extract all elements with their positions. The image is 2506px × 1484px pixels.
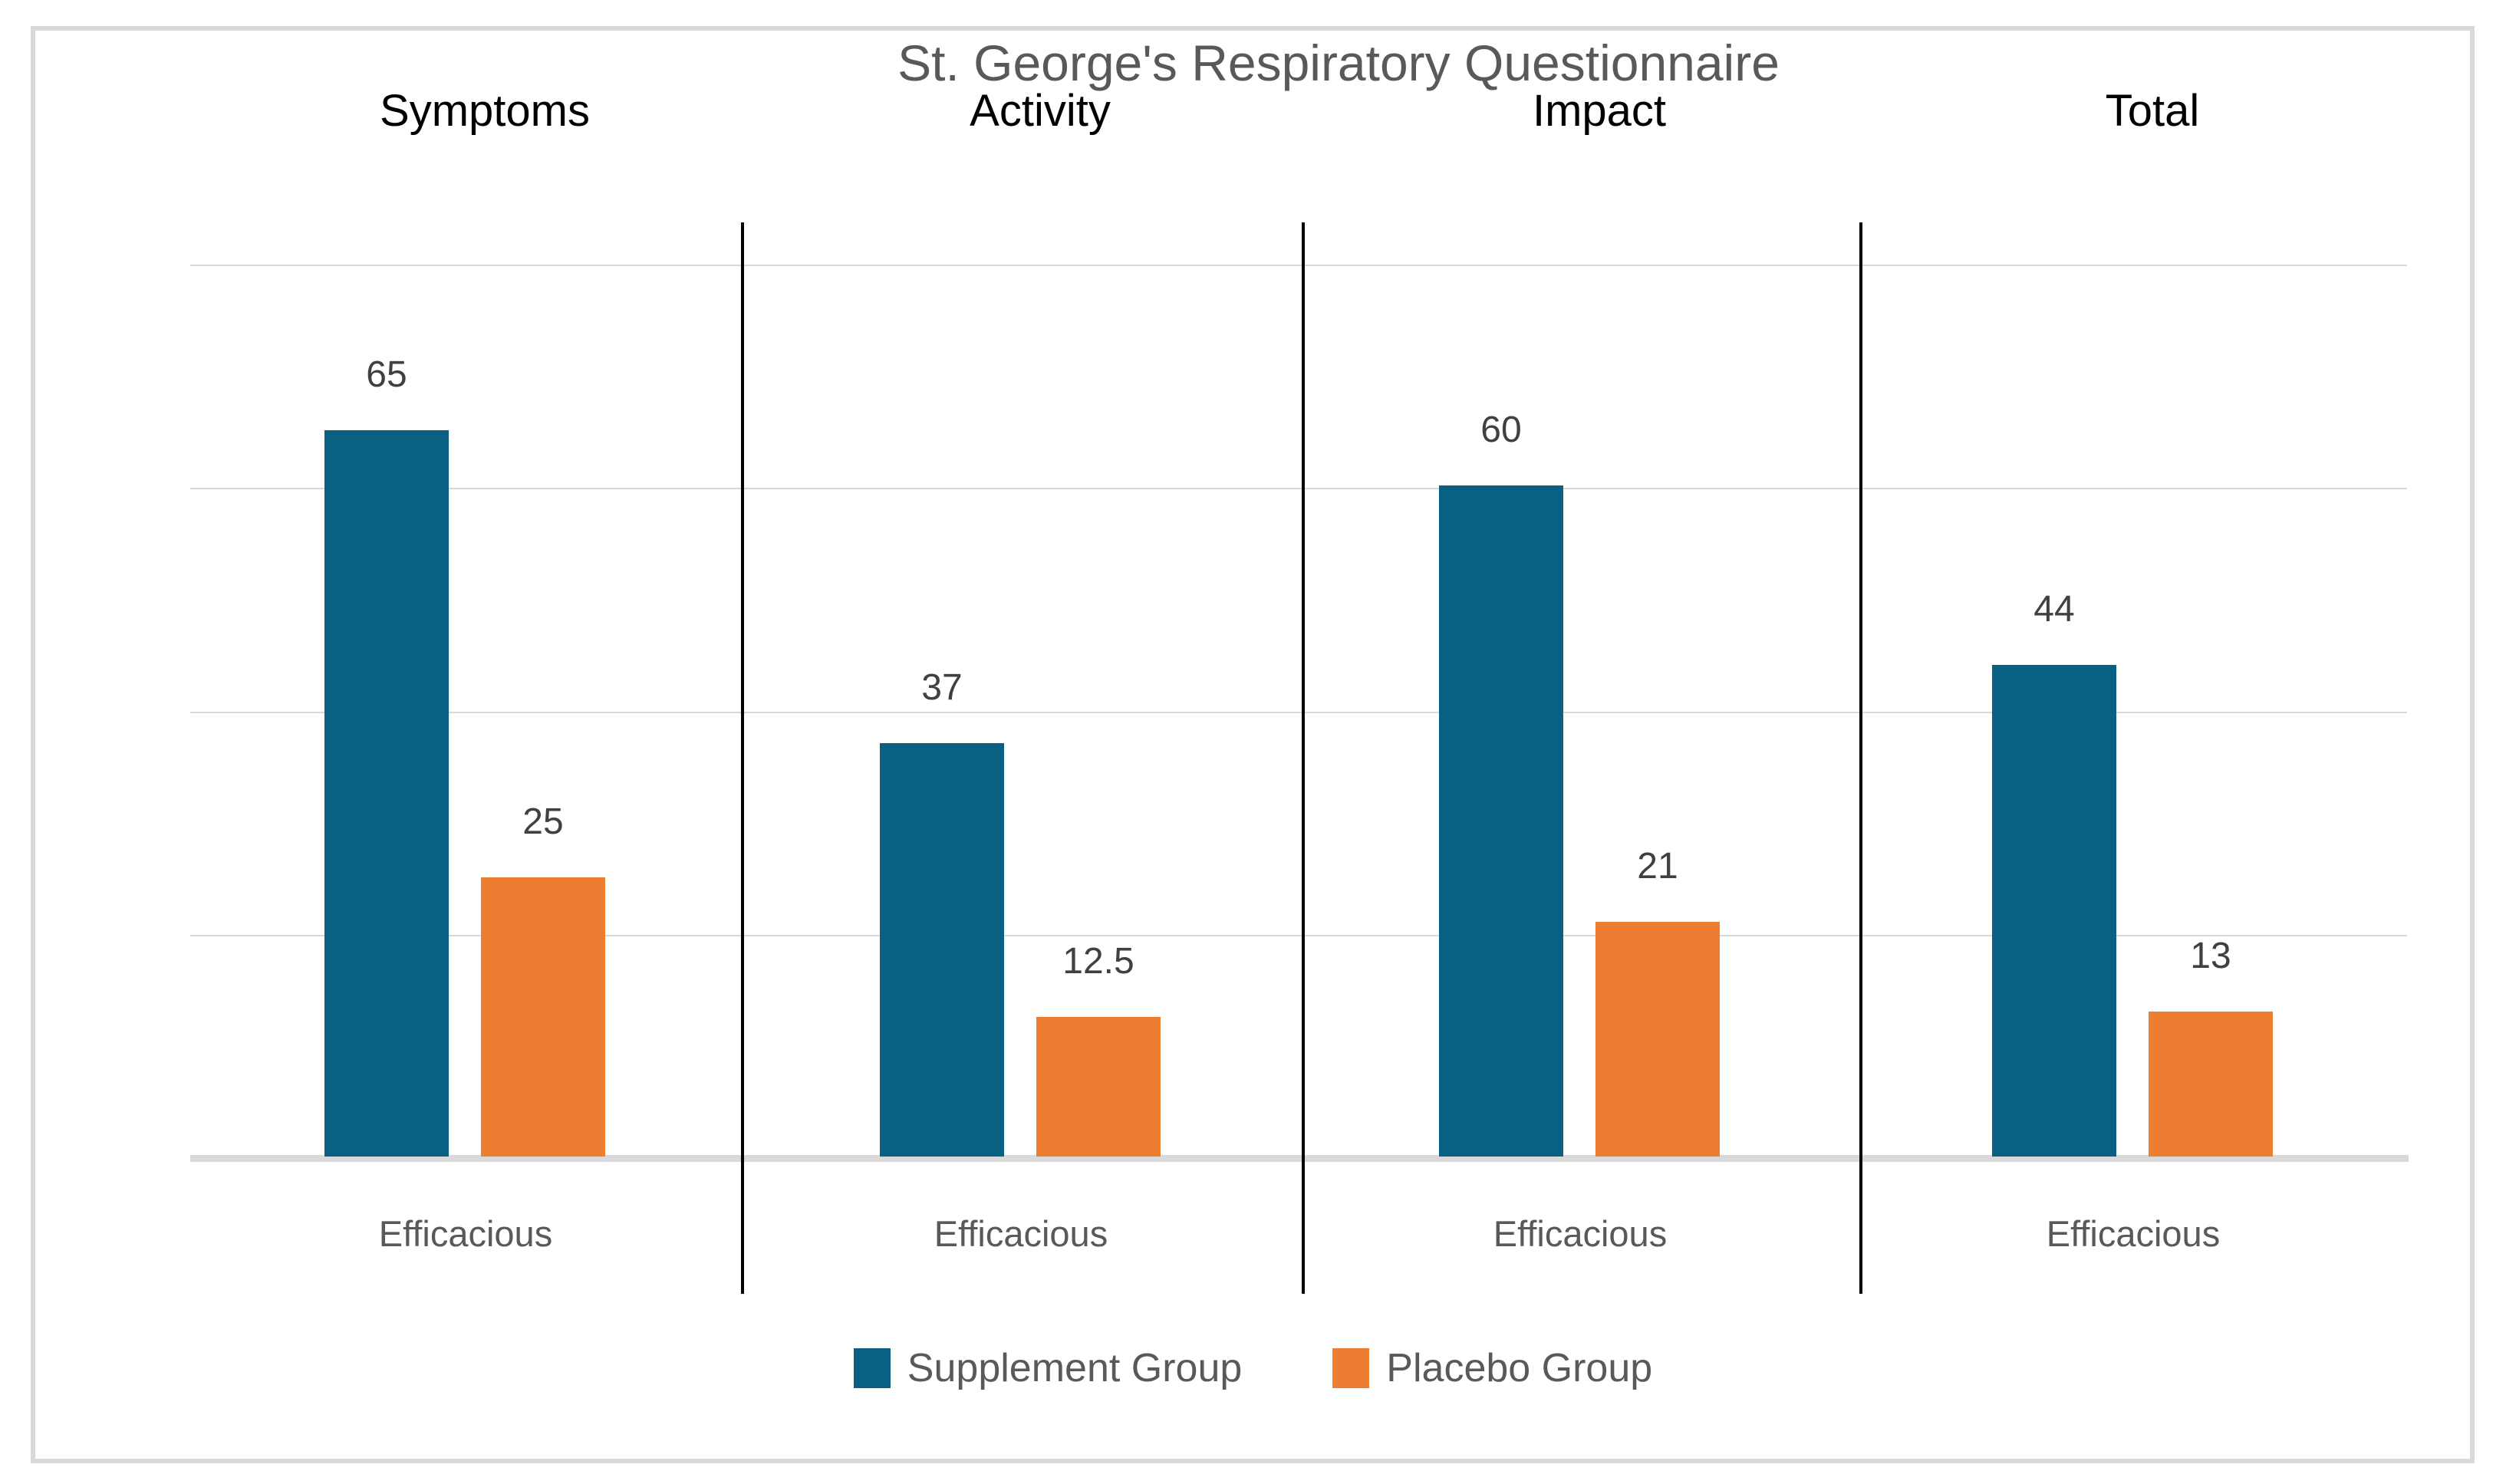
placebo-group-bar — [1036, 1017, 1161, 1157]
legend-swatch-placebo-group — [1332, 1348, 1370, 1388]
legend-item-placebo-group: Placebo Group — [1332, 1345, 1652, 1391]
legend-item-supplement-group: Supplement Group — [853, 1345, 1243, 1391]
gridline — [190, 265, 2407, 266]
supplement-group-bar — [324, 430, 449, 1157]
category-label: Efficacious — [2046, 1213, 2221, 1254]
gridline — [190, 488, 2407, 489]
panel-header: Impact — [1532, 86, 1667, 136]
panel-header: Symptoms — [380, 86, 590, 136]
legend-label-supplement-group: Supplement Group — [907, 1346, 1243, 1390]
bar-value-label: 12.5 — [1062, 941, 1134, 982]
bar-value-label: 44 — [2033, 589, 2075, 630]
category-label: Efficacious — [1493, 1213, 1668, 1254]
supplement-group-bar — [880, 743, 1004, 1157]
placebo-group-bar — [1595, 922, 1720, 1157]
legend: Supplement Group Placebo Group — [0, 1341, 2506, 1396]
bar-value-label: 25 — [522, 801, 564, 842]
supplement-group-bar — [1439, 485, 1563, 1157]
placebo-group-bar — [481, 877, 605, 1157]
panel-header: Activity — [970, 86, 1111, 136]
gridline — [190, 712, 2407, 713]
placebo-group-bar — [2149, 1012, 2273, 1157]
bar-value-label: 37 — [921, 667, 963, 708]
panel-separator — [1859, 222, 1862, 1294]
legend-label-placebo-group: Placebo Group — [1386, 1346, 1653, 1390]
supplement-group-bar — [1992, 665, 2116, 1157]
category-label: Efficacious — [378, 1213, 553, 1254]
gridline — [190, 935, 2407, 936]
bar-value-label: 65 — [366, 354, 407, 395]
bar-value-label: 21 — [1637, 846, 1678, 887]
legend-swatch-supplement-group — [853, 1348, 891, 1388]
bar-value-label: 60 — [1480, 410, 1522, 450]
chart-title: St. George's Respiratory Questionnaire — [897, 35, 1780, 91]
panel-header: Total — [2105, 86, 2200, 136]
x-axis-line — [190, 1155, 2409, 1162]
category-label: Efficacious — [934, 1213, 1108, 1254]
bar-value-label: 13 — [2190, 936, 2231, 976]
panel-separator — [741, 222, 744, 1294]
panel-separator — [1302, 222, 1305, 1294]
